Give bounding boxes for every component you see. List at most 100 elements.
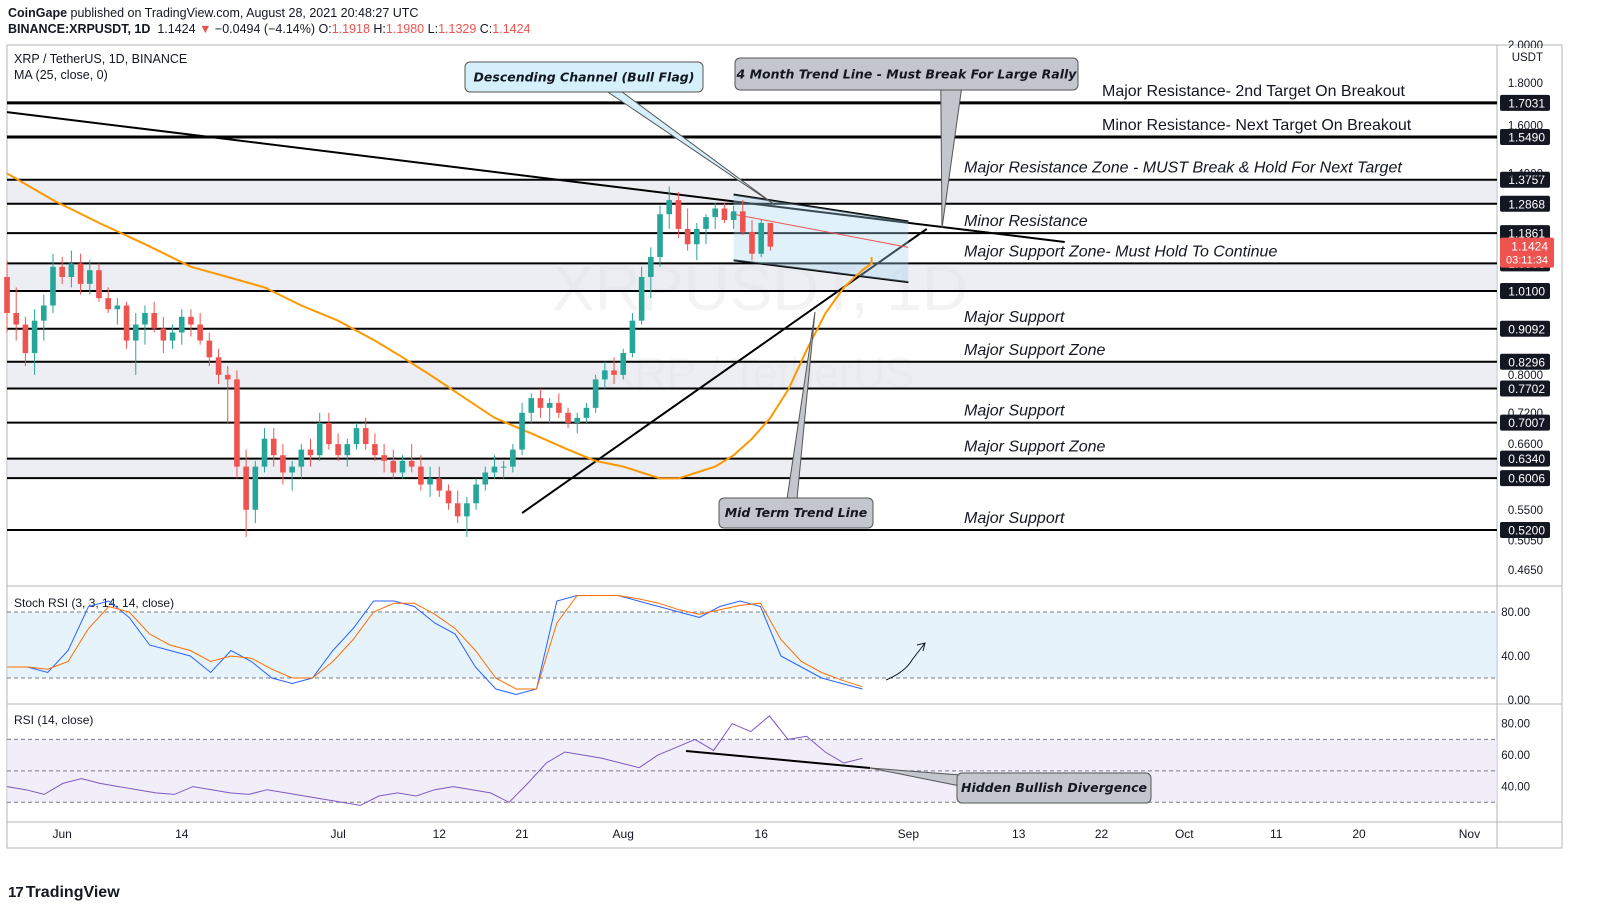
level-price-label: 0.9092 bbox=[1508, 322, 1545, 336]
price-tick-label: 1.6000 bbox=[1508, 120, 1543, 132]
candle-body bbox=[399, 460, 406, 473]
price-change: −0.0494 (−4.14%) bbox=[214, 22, 315, 36]
stoch-tick-label: 0.00 bbox=[1508, 695, 1530, 707]
level-price-label: 0.6006 bbox=[1508, 472, 1545, 486]
level-annotation: Minor Resistance bbox=[964, 213, 1088, 230]
candle-body bbox=[408, 460, 415, 467]
level-price-label: 0.8296 bbox=[1508, 355, 1545, 369]
candle-body bbox=[721, 208, 728, 221]
candle-body bbox=[648, 256, 654, 277]
divergence-callout-text: Hidden Bullish Divergence bbox=[961, 780, 1147, 795]
descending-channel-callout-box bbox=[464, 61, 704, 93]
descending-channel-callout-text: Descending Channel (Bull Flag) bbox=[474, 70, 695, 85]
candle-body bbox=[638, 276, 645, 321]
candle-body bbox=[169, 332, 176, 341]
candle-body bbox=[335, 444, 341, 456]
tradingview-icon: 17 bbox=[8, 884, 24, 901]
level-price-tag bbox=[1500, 195, 1550, 212]
price-tick-label: 0.8000 bbox=[1508, 370, 1543, 382]
candle-body bbox=[602, 370, 608, 380]
stoch-label: Stoch RSI (3, 3, 14, 14, close) bbox=[14, 596, 174, 610]
level-price-tag bbox=[1500, 414, 1550, 431]
level-price-label: 1.3757 bbox=[1508, 173, 1545, 187]
level-price-tag bbox=[1500, 128, 1550, 145]
candle-body bbox=[68, 263, 75, 277]
candle-body bbox=[114, 305, 121, 310]
hidden-divergence-line bbox=[685, 750, 871, 769]
candle-body bbox=[105, 298, 111, 310]
candle-body bbox=[583, 407, 590, 418]
rsi-tick-label: 80.00 bbox=[1501, 719, 1530, 731]
candle-body bbox=[215, 357, 222, 375]
publisher-name: CoinGape bbox=[8, 6, 68, 20]
low-label: L: bbox=[427, 22, 439, 36]
candle-body bbox=[445, 490, 452, 504]
candle-body bbox=[519, 412, 525, 450]
candle-body bbox=[620, 353, 627, 375]
candle-body bbox=[4, 276, 10, 314]
candle-body bbox=[758, 222, 764, 254]
price-tick-label: 0.6600 bbox=[1508, 439, 1543, 451]
symbol-header: BINANCE:XRPUSDT, 1D 1.1424 ▼ −0.0494 (−4… bbox=[8, 22, 531, 36]
candle-body bbox=[224, 374, 231, 380]
candle-body bbox=[197, 324, 203, 341]
indicator-label: MA (25, close, 0) bbox=[14, 68, 108, 82]
level-annotation: Major Support bbox=[964, 510, 1065, 527]
four-month-trend-line bbox=[6, 111, 1065, 244]
time-tick-label: Jun bbox=[53, 827, 72, 841]
close-label: C: bbox=[479, 22, 493, 36]
stoch-k-line bbox=[7, 595, 863, 696]
candle-body bbox=[22, 324, 29, 354]
candle-body bbox=[694, 228, 700, 245]
candle-body bbox=[528, 398, 535, 413]
candle-body bbox=[353, 428, 360, 445]
level-price-tag bbox=[1500, 470, 1550, 487]
stoch-tick-label: 80.00 bbox=[1501, 607, 1530, 619]
descending-channel-fill bbox=[733, 194, 909, 283]
time-tick-label: 11 bbox=[1270, 827, 1283, 841]
time-tick-label: 22 bbox=[1095, 827, 1109, 841]
time-tick-label: 16 bbox=[755, 827, 769, 841]
level-price-tag bbox=[1500, 450, 1550, 467]
candle-body bbox=[86, 270, 93, 284]
countdown-label: 03:11:34 bbox=[1506, 255, 1548, 267]
time-tick-label: Nov bbox=[1459, 827, 1480, 841]
candle-body bbox=[234, 379, 240, 467]
time-tick-label: Oct bbox=[1175, 827, 1194, 841]
candle-body bbox=[556, 402, 562, 413]
candle-body bbox=[712, 208, 719, 218]
time-tick-label: 13 bbox=[1012, 827, 1026, 841]
level-price-tag bbox=[1500, 225, 1550, 242]
stoch-band-fill bbox=[7, 612, 1497, 678]
support-resistance-zone bbox=[7, 458, 1497, 479]
candle-body bbox=[684, 228, 691, 245]
candle-body bbox=[326, 422, 332, 445]
candle-body bbox=[482, 472, 489, 485]
candle-body bbox=[298, 449, 305, 467]
candle-body bbox=[280, 455, 286, 473]
candle-body bbox=[77, 263, 84, 284]
candle-body bbox=[730, 211, 737, 221]
level-price-tag bbox=[1500, 282, 1550, 299]
candle-body bbox=[206, 340, 213, 358]
level-price-label: 0.5200 bbox=[1508, 523, 1545, 537]
candle-body bbox=[592, 379, 599, 408]
level-price-label: 0.7702 bbox=[1508, 382, 1545, 396]
candle-body bbox=[178, 316, 185, 333]
time-tick-label: 14 bbox=[175, 827, 189, 841]
mid-term-callout-box bbox=[718, 497, 874, 529]
candle-body bbox=[40, 305, 47, 321]
current-price-label: 1.1424 bbox=[1511, 240, 1548, 254]
candle-body bbox=[132, 324, 139, 341]
tradingview-logo: 17 TradingView bbox=[8, 884, 120, 902]
time-tick-label: 21 bbox=[515, 827, 529, 841]
chart-frame bbox=[6, 44, 1563, 849]
high-label: H: bbox=[373, 22, 386, 36]
candle-body bbox=[261, 438, 268, 467]
price-tick-label: 1.4000 bbox=[1508, 168, 1543, 180]
level-price-tag bbox=[1500, 380, 1550, 397]
rsi-label: RSI (14, close) bbox=[14, 713, 93, 727]
candle-body bbox=[565, 412, 571, 423]
level-price-tag bbox=[1500, 171, 1550, 188]
